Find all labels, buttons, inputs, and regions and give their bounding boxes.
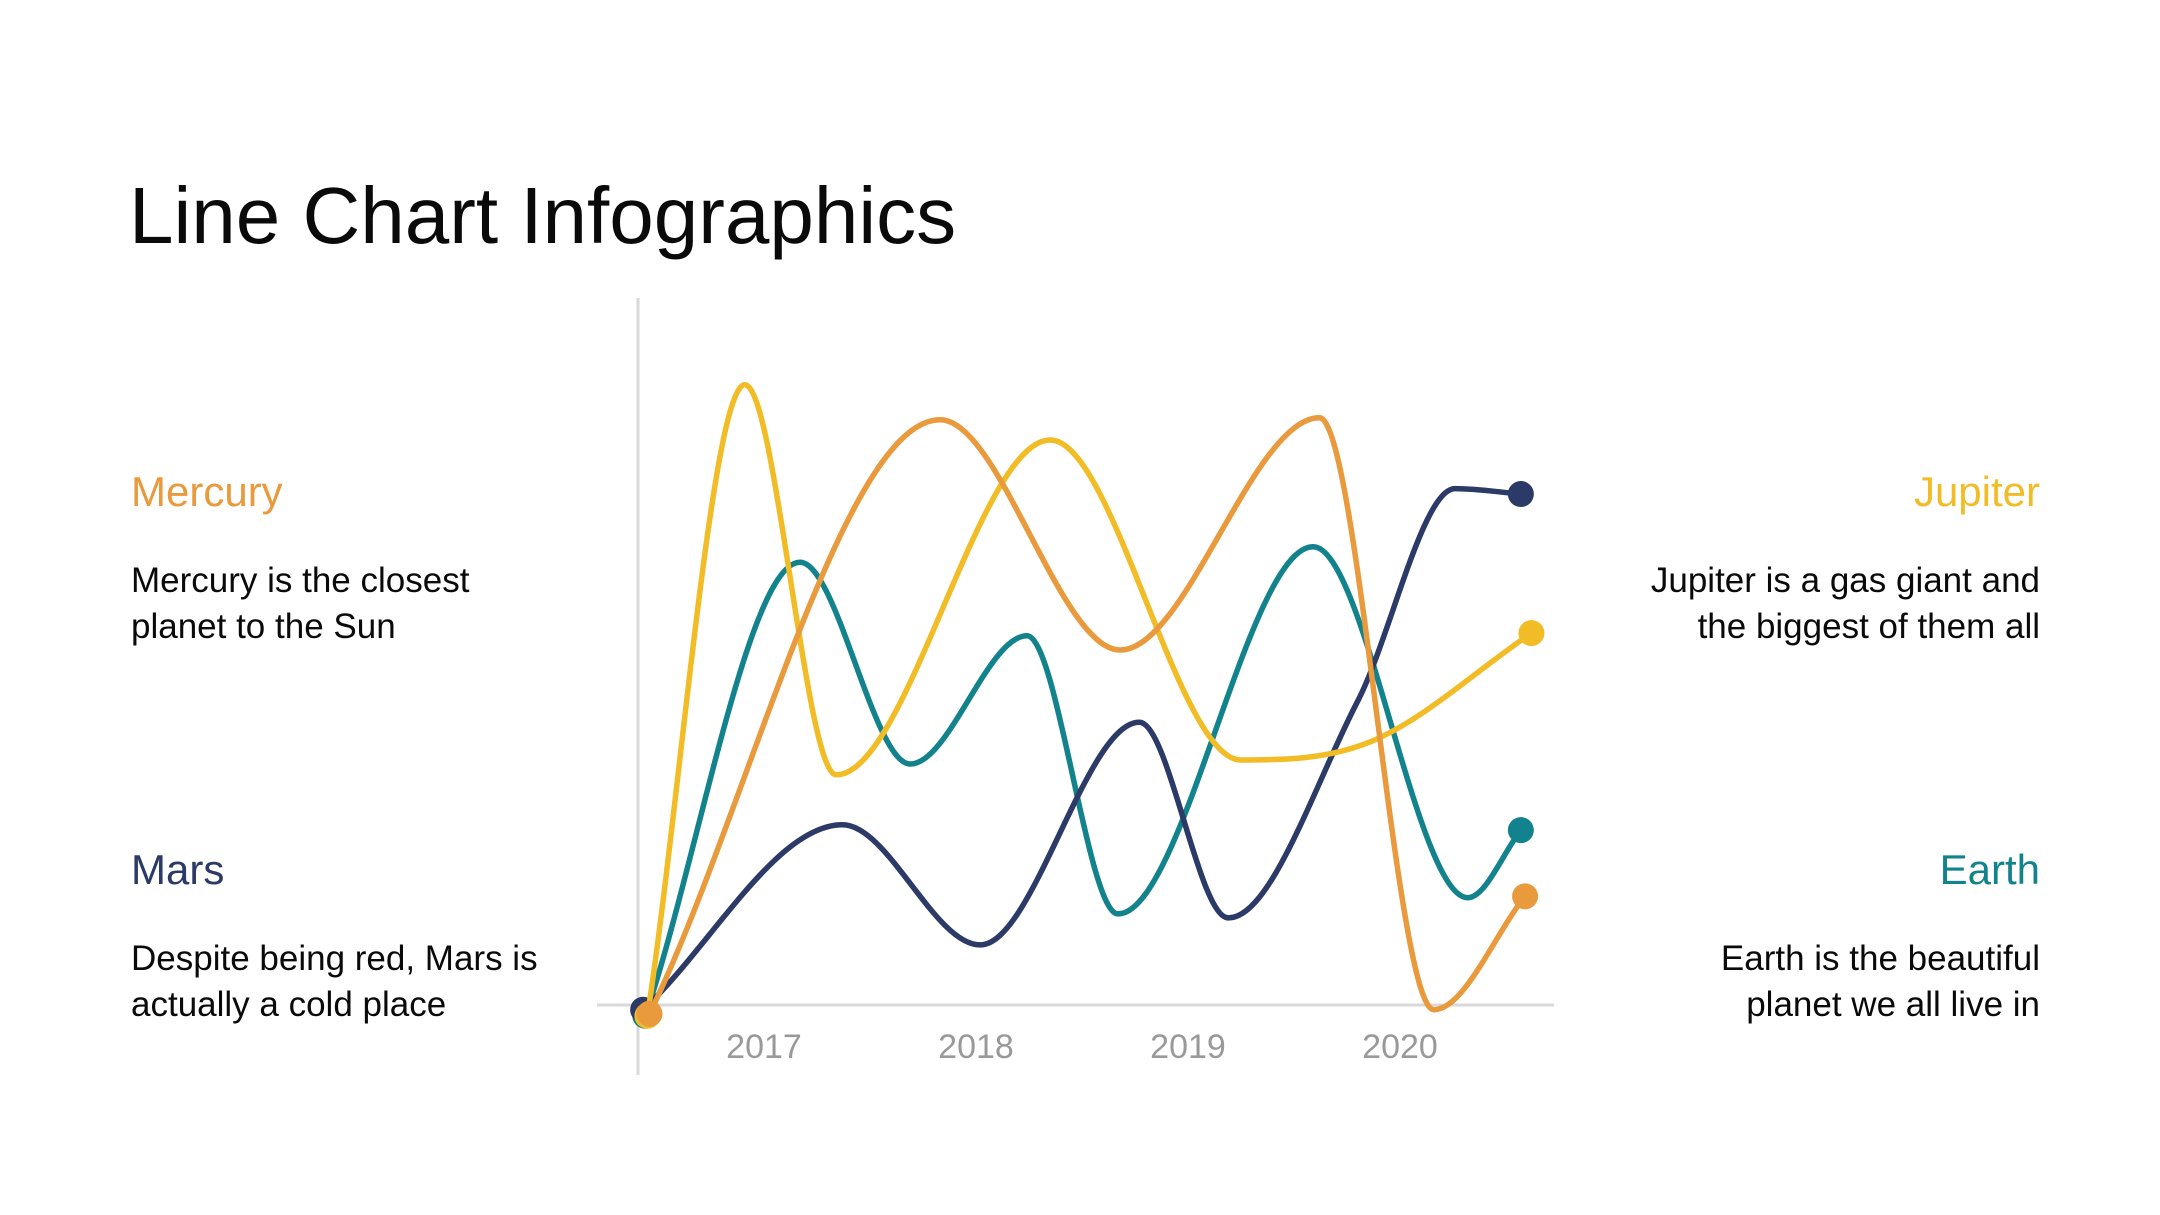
mercury-heading: Mercury <box>131 468 283 515</box>
x-tick-2019: 2019 <box>1150 1028 1226 1066</box>
line-mercury <box>646 415 1528 1017</box>
line-mars <box>640 485 1524 1013</box>
earth-heading: Earth <box>1939 846 2040 893</box>
line-jupiter <box>644 381 1535 1019</box>
end-dot-earth <box>1507 817 1534 844</box>
x-tick-2017: 2017 <box>726 1028 802 1066</box>
x-tick-2020: 2020 <box>1362 1028 1438 1066</box>
jupiter-heading: Jupiter <box>1913 468 2040 515</box>
x-tick-2018: 2018 <box>938 1028 1014 1066</box>
panel-jupiter: Jupiter Jupiter is a gas giant and the b… <box>1580 468 2040 650</box>
panel-mars: Mars Despite being red, Mars is actually… <box>131 846 591 1028</box>
panel-mercury: Mercury Mercury is the closest planet to… <box>131 468 591 650</box>
mars-heading: Mars <box>131 846 225 893</box>
jupiter-description: Jupiter is a gas giant and the biggest o… <box>1650 561 2040 647</box>
earth-description: Earth is the beautiful planet we all liv… <box>1720 939 2040 1025</box>
end-dot-jupiter <box>1518 620 1545 647</box>
mars-description: Despite being red, Mars is actually a co… <box>131 939 538 1025</box>
end-dot-mercury <box>1512 883 1539 910</box>
line-earth <box>642 543 1524 1019</box>
panel-earth: Earth Earth is the beautiful planet we a… <box>1580 846 2040 1028</box>
mercury-description: Mercury is the closest planet to the Sun <box>131 561 470 647</box>
end-dot-mars <box>1507 481 1534 508</box>
page-title: Line Chart Infographics <box>129 170 957 260</box>
start-dot-mercury <box>636 1000 663 1027</box>
